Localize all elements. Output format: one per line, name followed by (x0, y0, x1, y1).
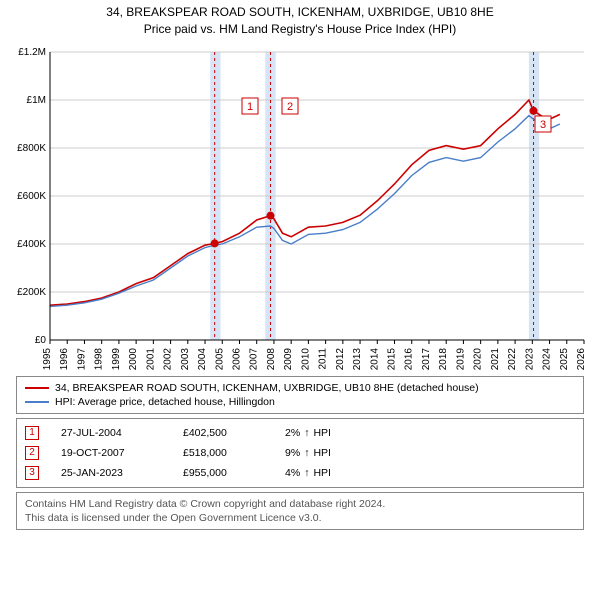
sale-marker: 2 (25, 446, 39, 460)
x-tick-label: 2025 (559, 347, 570, 370)
x-tick-label: 1999 (111, 347, 122, 370)
chart-title: 34, BREAKSPEAR ROAD SOUTH, ICKENHAM, UXB… (6, 4, 594, 38)
x-tick-label: 2023 (524, 347, 535, 370)
title-line-1: 34, BREAKSPEAR ROAD SOUTH, ICKENHAM, UXB… (6, 4, 594, 21)
x-tick-label: 2006 (231, 347, 242, 370)
legend-label: 34, BREAKSPEAR ROAD SOUTH, ICKENHAM, UXB… (55, 382, 479, 394)
x-tick-label: 2000 (128, 347, 139, 370)
x-tick-label: 1995 (42, 347, 53, 370)
line-chart-svg: 1 2 3 £0 £200K £400K £600K £800K £1M £1.2M 1995 199… (6, 42, 594, 372)
x-tick-label: 2002 (163, 347, 174, 370)
sale-row: 3 25-JAN-2023 £955,000 4% ↑ HPI (25, 463, 575, 483)
legend-swatch (25, 387, 49, 389)
sale-row: 2 19-OCT-2007 £518,000 9% ↑ HPI (25, 443, 575, 463)
sale-marker: 3 (25, 466, 39, 480)
svg-text:2: 2 (287, 101, 293, 113)
sale-price: £518,000 (183, 447, 263, 459)
y-tick-label: £600K (17, 191, 46, 202)
sale-marker: 1 (25, 426, 39, 440)
x-tick-label: 2020 (473, 347, 484, 370)
legend-row: 34, BREAKSPEAR ROAD SOUTH, ICKENHAM, UXB… (25, 381, 575, 395)
sales-table: 1 27-JUL-2004 £402,500 2% ↑ HPI 2 19-OCT-2007 £5… (16, 418, 584, 488)
credit: Contains HM Land Registry data © Crown c… (16, 492, 584, 530)
sale-delta-ref: HPI (313, 427, 331, 439)
y-tick-label: £400K (17, 239, 46, 250)
legend-row: HPI: Average price, detached house, Hill… (25, 395, 575, 409)
sale-price: £955,000 (183, 467, 263, 479)
sale-delta-pct: 4% (285, 467, 300, 479)
x-tick-label: 2021 (490, 347, 501, 370)
sale-delta: 9% ↑ HPI (285, 447, 331, 459)
arrow-up-icon: ↑ (304, 467, 309, 479)
y-tick-label: £1M (27, 95, 46, 106)
sale-point (266, 211, 274, 219)
x-tick-label: 1996 (59, 347, 70, 370)
sale-date: 27-JUL-2004 (61, 427, 161, 439)
svg-text:3: 3 (540, 119, 546, 131)
x-tick-label: 2005 (214, 347, 225, 370)
y-tick-label: £800K (17, 143, 46, 154)
event-label: 3 (535, 116, 551, 132)
sale-delta-pct: 2% (285, 427, 300, 439)
x-tick-label: 2009 (283, 347, 294, 370)
sale-price: £402,500 (183, 427, 263, 439)
x-tick-label: 2024 (542, 347, 553, 370)
x-tick-label: 2012 (335, 347, 346, 370)
svg-text:1: 1 (247, 101, 253, 113)
x-tick-label: 2018 (438, 347, 449, 370)
sale-date: 25-JAN-2023 (61, 467, 161, 479)
sale-delta: 4% ↑ HPI (285, 467, 331, 479)
x-tick-label: 2007 (249, 347, 260, 370)
sale-delta-ref: HPI (313, 447, 331, 459)
chart-area: 1 2 3 £0 £200K £400K £600K £800K £1M £1.2M 1995 199… (6, 42, 594, 372)
sale-delta: 2% ↑ HPI (285, 427, 331, 439)
y-tick-label: £1.2M (18, 47, 46, 58)
credit-line-2: This data is licensed under the Open Gov… (25, 511, 575, 525)
event-label: 2 (282, 98, 298, 114)
x-tick-label: 2019 (455, 347, 466, 370)
sale-point (530, 106, 538, 114)
x-tick-label: 2016 (404, 347, 415, 370)
x-tick-label: 2015 (387, 347, 398, 370)
sale-date: 19-OCT-2007 (61, 447, 161, 459)
sale-point (211, 239, 219, 247)
x-tick-label: 2004 (197, 347, 208, 370)
arrow-up-icon: ↑ (304, 427, 309, 439)
legend-swatch (25, 401, 49, 403)
y-tick-label: £0 (35, 335, 47, 346)
event-label: 1 (242, 98, 258, 114)
sale-delta-pct: 9% (285, 447, 300, 459)
x-tick-label: 2003 (180, 347, 191, 370)
x-tick-label: 2011 (318, 347, 329, 369)
x-tick-label: 1997 (76, 347, 87, 370)
sale-row: 1 27-JUL-2004 £402,500 2% ↑ HPI (25, 423, 575, 443)
credit-line-1: Contains HM Land Registry data © Crown c… (25, 497, 575, 511)
x-tick-label: 2026 (576, 347, 587, 370)
title-line-2: Price paid vs. HM Land Registry's House … (6, 21, 594, 38)
x-tick-label: 2022 (507, 347, 518, 370)
x-tick-label: 2014 (369, 347, 380, 370)
x-tick-label: 2008 (266, 347, 277, 370)
legend: 34, BREAKSPEAR ROAD SOUTH, ICKENHAM, UXB… (16, 376, 584, 414)
legend-label: HPI: Average price, detached house, Hill… (55, 396, 275, 408)
x-tick-label: 2010 (300, 347, 311, 370)
x-tick-label: 1998 (94, 347, 105, 370)
arrow-up-icon: ↑ (304, 447, 309, 459)
sale-delta-ref: HPI (313, 467, 331, 479)
x-tick-label: 2001 (145, 347, 156, 370)
x-tick-label: 2013 (352, 347, 363, 370)
x-tick-label: 2017 (421, 347, 432, 370)
y-tick-label: £200K (17, 287, 46, 298)
